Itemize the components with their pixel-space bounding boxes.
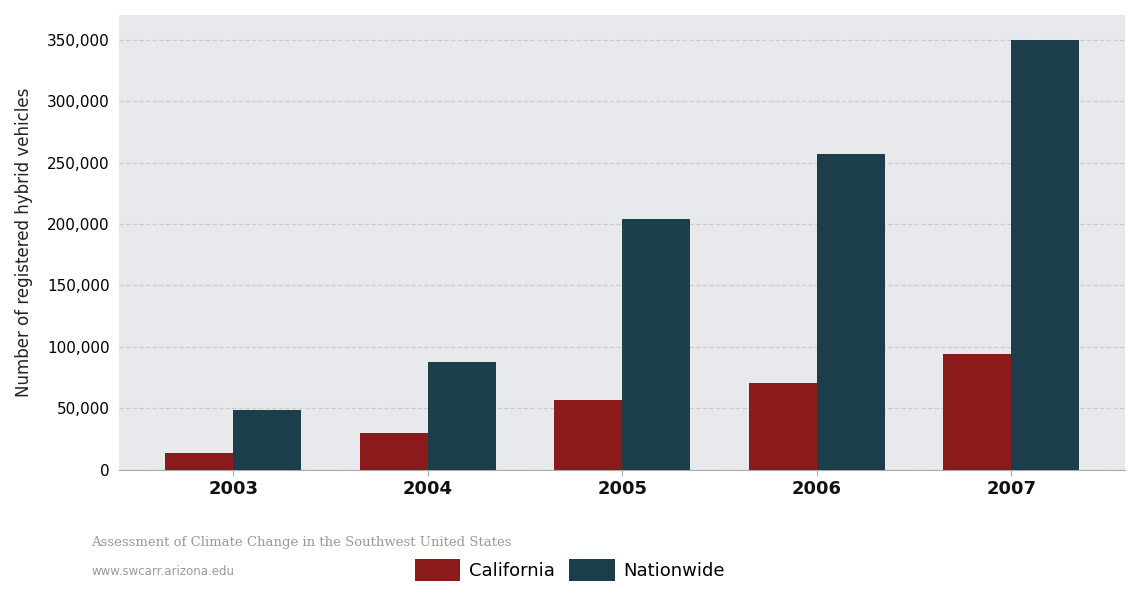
- Bar: [816, 154, 885, 470]
- Bar: [1011, 40, 1080, 470]
- Bar: [749, 382, 816, 470]
- Text: www.swcarr.arizona.edu: www.swcarr.arizona.edu: [91, 565, 234, 578]
- Text: Assessment of Climate Change in the Southwest United States: Assessment of Climate Change in the Sout…: [91, 536, 512, 549]
- Bar: [943, 355, 1011, 470]
- Bar: [554, 400, 622, 470]
- Bar: [622, 219, 690, 470]
- Y-axis label: Number of registered hybrid vehicles: Number of registered hybrid vehicles: [15, 88, 33, 397]
- Legend: California, Nationwide: California, Nationwide: [409, 554, 731, 587]
- Bar: [234, 409, 301, 470]
- Bar: [359, 433, 428, 470]
- Bar: [165, 453, 234, 470]
- Bar: [428, 362, 496, 470]
